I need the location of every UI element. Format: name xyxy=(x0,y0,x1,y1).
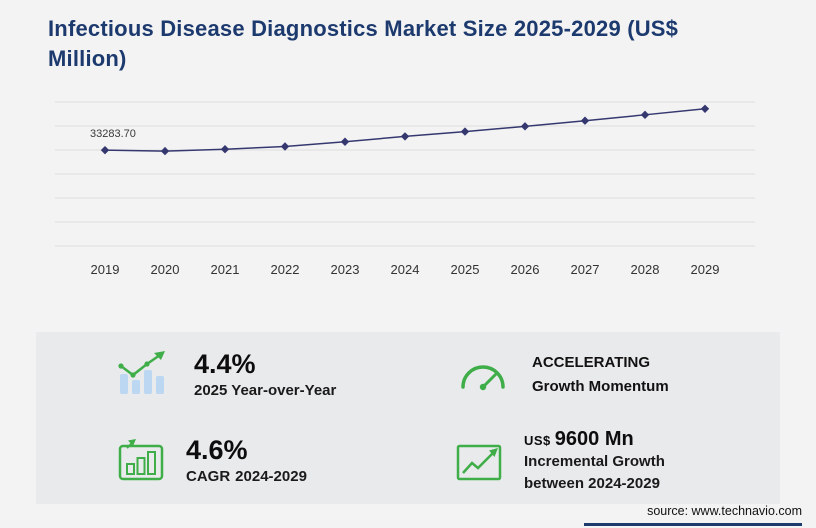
x-axis-label-2026: 2026 xyxy=(510,262,540,277)
stats-panel: 4.4% 2025 Year-over-Year ACCELERATING Gr… xyxy=(36,332,780,504)
x-axis-labels: 2019 2020 2021 2022 2023 2024 2025 2026 2027 2028… xyxy=(55,260,755,284)
stat-cagr-text: 4.6% CAGR 2024-2029 xyxy=(186,435,307,488)
cagr-label-prefix: CAGR xyxy=(186,467,231,485)
x-axis-label-2020: 2020 xyxy=(150,262,180,277)
stat-yoy-growth: 4.4% 2025 Year-over-Year xyxy=(36,332,408,418)
x-axis-label-2029: 2029 xyxy=(690,262,720,277)
source-text: source: www.technavio.com xyxy=(647,504,802,518)
stat-momentum-text: ACCELERATING Growth Momentum xyxy=(532,351,669,399)
momentum-line2: Growth Momentum xyxy=(532,378,669,395)
momentum-line1: ACCELERATING xyxy=(532,354,651,371)
source-attribution: source: www.technavio.com xyxy=(584,502,802,526)
x-axis-label-2024: 2024 xyxy=(390,262,420,277)
stat-incremental-text: US$ 9600 Mn Incremental Growth between 20… xyxy=(524,428,665,495)
incremental-amount: 9600 Mn xyxy=(554,427,634,450)
svg-text:33283.70: 33283.70 xyxy=(90,128,136,140)
cagr-value: 4.6% xyxy=(186,434,248,465)
x-axis-label-2019: 2019 xyxy=(90,262,120,277)
x-axis-label-2022: 2022 xyxy=(270,262,300,277)
cagr-label: CAGR 2024-2029 xyxy=(186,466,307,488)
stat-growth-momentum: ACCELERATING Growth Momentum xyxy=(408,332,780,418)
source-underline-bar xyxy=(584,523,802,526)
growth-trend-box-icon xyxy=(456,437,502,486)
yoy-growth-chart-icon xyxy=(118,350,172,401)
incremental-label-line1: Incremental Growth xyxy=(524,452,665,470)
x-axis-label-2027: 2027 xyxy=(570,262,600,277)
incremental-amount-line: US$ 9600 Mn xyxy=(524,428,665,451)
line-chart-svg: 33283.70 xyxy=(55,101,755,247)
speedometer-icon xyxy=(456,352,510,399)
x-axis-label-2023: 2023 xyxy=(330,262,360,277)
yoy-label: 2025 Year-over-Year xyxy=(194,381,337,399)
incremental-label-line2: between 2024-2029 xyxy=(524,474,660,492)
x-axis-label-2028: 2028 xyxy=(630,262,660,277)
yoy-value: 4.4% xyxy=(194,348,256,379)
x-axis-label-2025: 2025 xyxy=(450,262,480,277)
incremental-currency: US$ xyxy=(524,432,551,448)
stat-cagr: 4.6% CAGR 2024-2029 xyxy=(36,418,408,504)
cagr-period: 2024-2029 xyxy=(235,467,307,485)
stat-incremental-growth: US$ 9600 Mn Incremental Growth between 20… xyxy=(408,418,780,504)
bar-chart-box-icon xyxy=(118,437,164,486)
market-size-line-chart: 33283.70 2019 2020 2021 2022 2023 2024 2025 202… xyxy=(55,92,755,284)
x-axis-label-2021: 2021 xyxy=(210,262,240,277)
page-title: Infectious Disease Diagnostics Market Si… xyxy=(48,16,679,71)
stat-yoy-text: 4.4% 2025 Year-over-Year xyxy=(194,349,336,402)
